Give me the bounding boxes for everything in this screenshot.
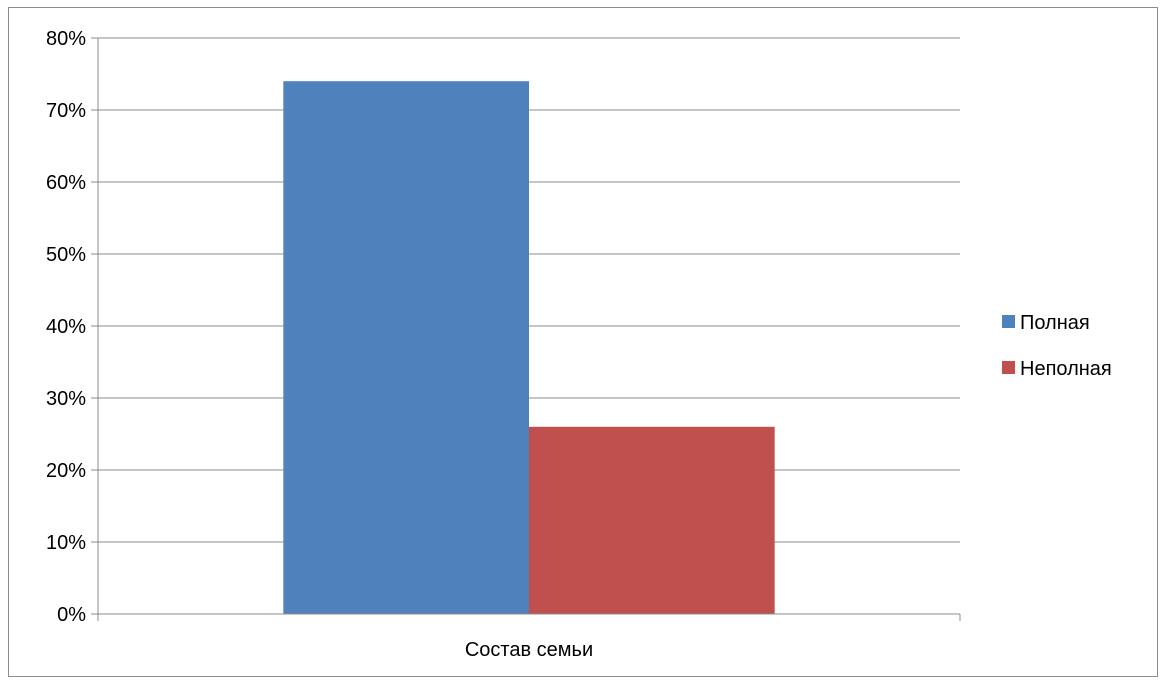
y-tick-label: 10% <box>46 532 86 554</box>
x-category-label: Состав семьи <box>465 639 593 661</box>
bar-2 <box>529 426 775 614</box>
y-tick-label: 40% <box>46 316 86 338</box>
legend-label: Неполная <box>1020 358 1112 380</box>
y-tick-label: 80% <box>46 28 86 50</box>
bars <box>283 81 775 614</box>
legend-swatch <box>1002 315 1015 328</box>
y-tick-label: 50% <box>46 244 86 266</box>
legend-label: Полная <box>1020 312 1090 334</box>
y-tick-label: 70% <box>46 100 86 122</box>
bar-1 <box>283 81 529 614</box>
y-tick-label: 30% <box>46 388 86 410</box>
y-tick-label: 0% <box>57 604 86 626</box>
y-tick-label: 20% <box>46 460 86 482</box>
legend-swatch <box>1002 361 1015 374</box>
legend: Полная Неполная <box>1002 312 1112 380</box>
y-tick-label: 60% <box>46 172 86 194</box>
axes: 0% 10% 20% 30% 40% 50% 60% 70% 80% Состав семьи <box>46 28 961 661</box>
